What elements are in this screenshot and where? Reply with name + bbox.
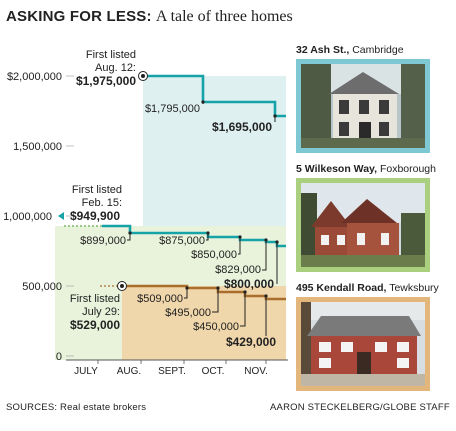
home-town: Tewksbury: [389, 282, 439, 294]
home-street: 495 Kendall Road,: [296, 282, 387, 294]
y-tick-label: 1,000,000: [3, 211, 52, 223]
y-tick-label: 1,500,000: [13, 141, 62, 153]
y-tick-label: 0: [56, 351, 62, 363]
x-tick-label: OCT.: [202, 366, 225, 377]
x-tick-label: JULY: [74, 366, 98, 377]
home-caption: 32 Ash St., Cambridge: [296, 44, 436, 56]
home-street: 5 Wilkeson Way,: [296, 163, 378, 175]
home-street: 32 Ash St.,: [296, 44, 350, 56]
y-axis: [66, 75, 74, 357]
title-bold: ASKING FOR LESS:: [6, 8, 152, 25]
data-label: $429,000: [226, 335, 276, 349]
data-label: $450,000: [193, 321, 239, 333]
wilkeson-first-listed-date: Feb. 15:: [82, 197, 122, 209]
wilkeson-first-listed-label: First listed: [72, 184, 122, 196]
wilkeson-first-listed-price: $949,900: [70, 209, 120, 223]
data-label: $829,000: [215, 264, 261, 276]
credit-note: AARON STECKELBERG/GLOBE STAFF: [270, 402, 450, 413]
x-tick-label: AUG.: [117, 366, 141, 377]
house-image: [301, 302, 425, 386]
wilkeson-first-listed-marker: [58, 212, 64, 220]
y-tick-label: $2,000,000: [7, 71, 62, 83]
house-photo: [296, 297, 430, 391]
source-note: SOURCES: Real estate brokers: [6, 402, 147, 413]
home-card-kendall: 495 Kendall Road, Tewksbury: [296, 282, 439, 391]
data-label: $875,000: [159, 235, 205, 247]
house-image: [301, 64, 425, 148]
title-subtitle: A tale of three homes: [155, 8, 293, 25]
home-card-ash: 32 Ash St., Cambridge: [296, 44, 436, 153]
home-town: Foxborough: [379, 163, 436, 175]
data-label: $1,695,000: [212, 120, 272, 134]
chart-title: ASKING FOR LESS: A tale of three homes: [6, 8, 293, 26]
data-label: $509,000: [137, 293, 183, 305]
data-label: $899,000: [80, 235, 126, 247]
ash-step-line: [143, 74, 286, 118]
data-label: $1,795,000: [145, 103, 200, 115]
house-image: [301, 183, 425, 267]
house-photo: [296, 178, 430, 272]
kendall-start-dot: [120, 284, 124, 288]
ash-first-listed-price: $1,975,000: [76, 74, 136, 88]
ash-first-listed-date: Aug. 12:: [95, 62, 136, 74]
x-tick-label: NOV.: [244, 366, 268, 377]
price-chart: $2,000,000 1,500,000 1,000,000 500,000 0…: [3, 49, 288, 377]
data-label: $800,000: [224, 277, 274, 291]
house-photo: [296, 59, 430, 153]
home-card-wilkeson: 5 Wilkeson Way, Foxborough: [296, 163, 436, 272]
ash-first-listed-label: First listed: [86, 49, 136, 61]
home-town: Cambridge: [352, 44, 404, 56]
ash-start-dot: [141, 74, 145, 78]
kendall-first-listed-label: First listed: [70, 293, 120, 305]
x-tick-label: SEPT.: [158, 366, 186, 377]
home-caption: 495 Kendall Road, Tewksbury: [296, 282, 439, 294]
kendall-first-listed-price: $529,000: [70, 318, 120, 332]
y-tick-label: 500,000: [22, 281, 62, 293]
kendall-area: [122, 286, 286, 360]
home-caption: 5 Wilkeson Way, Foxborough: [296, 163, 436, 175]
kendall-first-listed-date: July 29:: [82, 306, 120, 318]
data-label: $850,000: [191, 249, 237, 261]
data-label: $495,000: [165, 307, 211, 319]
